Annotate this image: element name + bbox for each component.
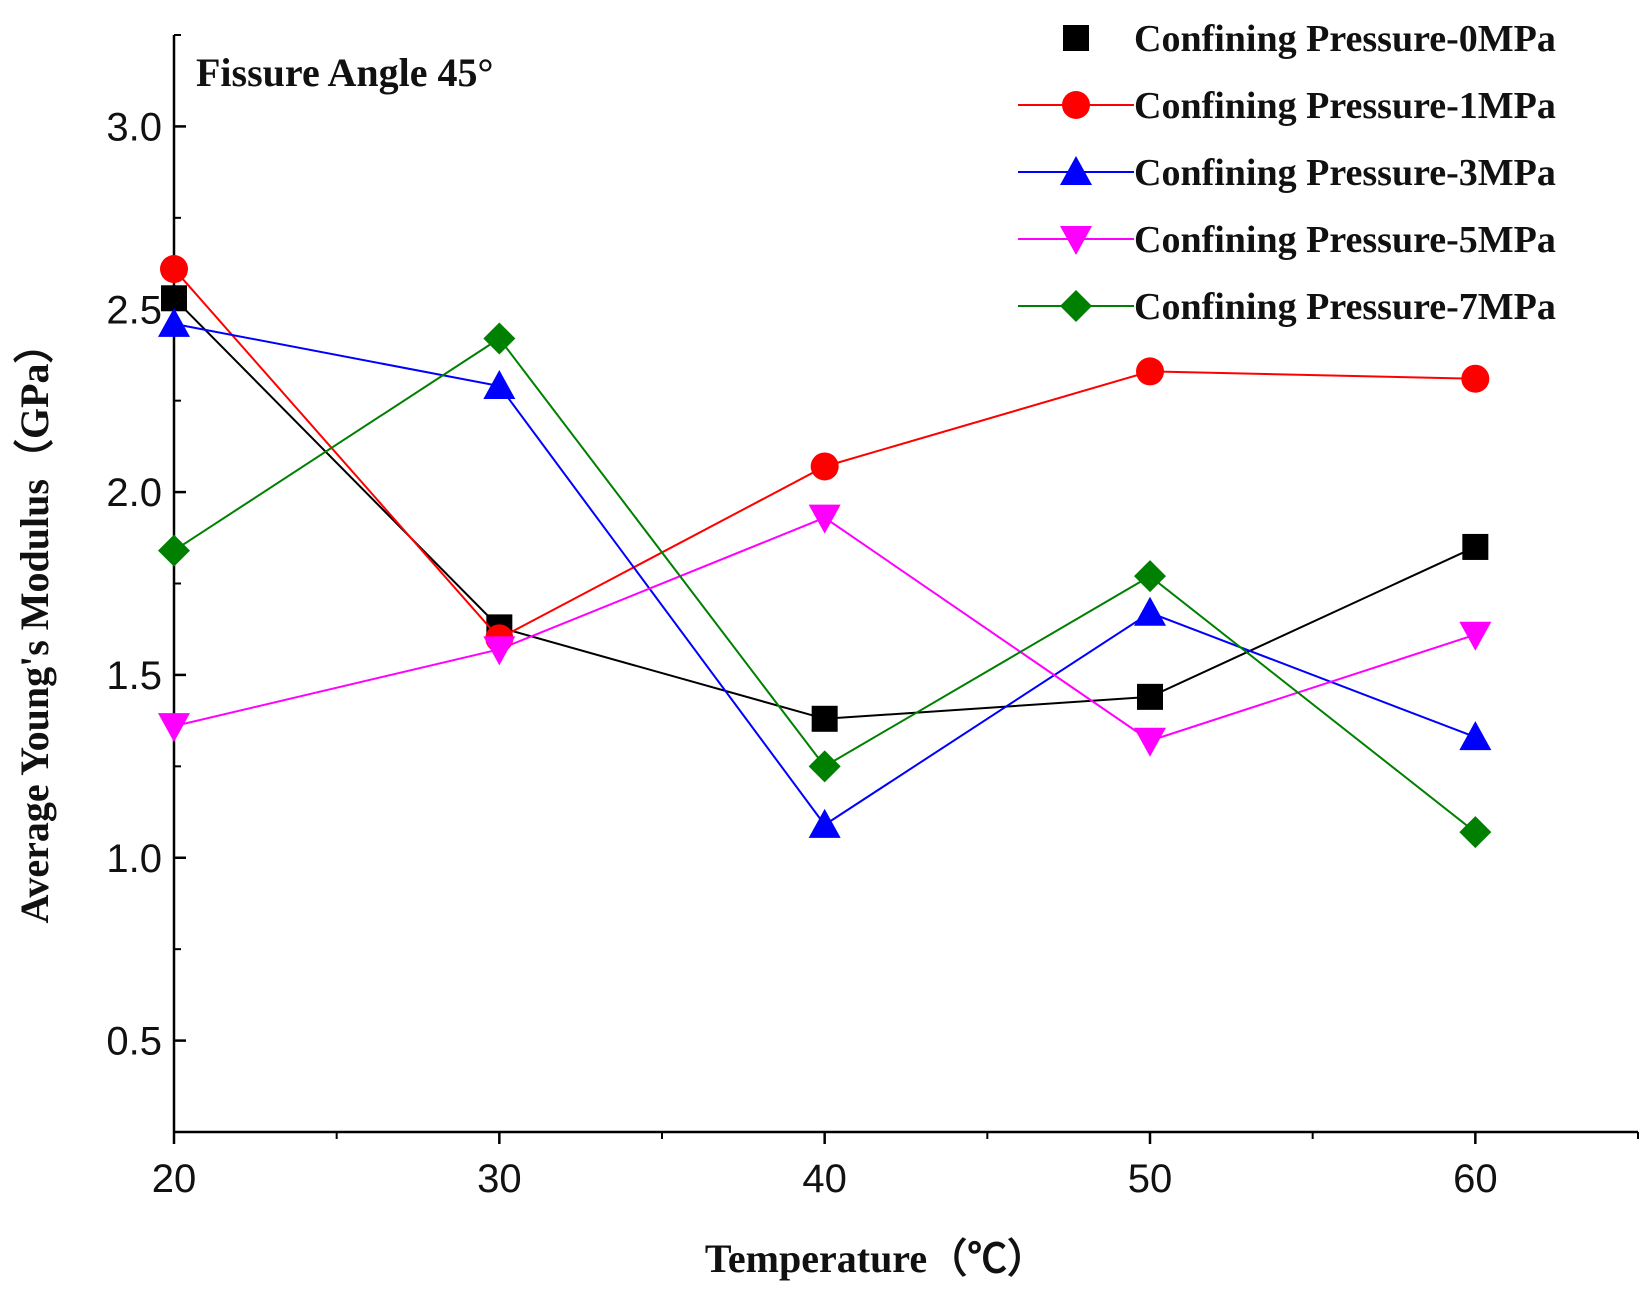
data-point: [1134, 596, 1166, 626]
data-point: [1461, 364, 1490, 393]
y-tick-label: 1.5: [106, 654, 162, 698]
legend-item: Confining Pressure-3MPa: [1018, 152, 1556, 194]
legend: Confining Pressure-0MPa Confining Pressur…: [1018, 18, 1556, 328]
data-point: [160, 255, 188, 284]
series-3: [158, 504, 1492, 757]
legend-label: Confining Pressure-0MPa: [1134, 18, 1556, 60]
data-point: [1459, 721, 1492, 751]
legend-item: Confining Pressure-7MPa: [1018, 286, 1556, 328]
data-point: [808, 808, 841, 838]
y-tick-label: 0.5: [106, 1020, 162, 1064]
data-point: [808, 750, 841, 783]
data-point: [483, 636, 516, 666]
x-tick-label: 50: [1128, 1157, 1173, 1201]
data-point: [808, 504, 841, 534]
data-point: [1137, 683, 1163, 710]
x-axis-title: Temperature（℃）: [705, 1236, 1047, 1281]
y-tick-label: 2.5: [106, 288, 162, 332]
legend-item: Confining Pressure-5MPa: [1018, 219, 1556, 261]
data-point: [483, 370, 516, 400]
y-tick-label: 1.0: [106, 837, 162, 881]
data-point: [1134, 727, 1166, 757]
data-point: [1459, 816, 1492, 849]
legend-marker: [1063, 25, 1089, 51]
chart-axes: 0.5 1.0 1.5 2.0 2.5 3.0 20 30 40 50 60: [106, 34, 1639, 1201]
fissure-angle-annotation: Fissure Angle 45°: [196, 50, 494, 95]
x-tick-label: 20: [152, 1157, 197, 1201]
data-point: [1136, 357, 1164, 386]
data-point: [811, 705, 838, 732]
legend-label: Confining Pressure-5MPa: [1134, 219, 1556, 261]
x-tick-label: 60: [1453, 1157, 1498, 1201]
y-tick-label: 2.0: [106, 471, 162, 515]
data-point: [1462, 533, 1489, 560]
data-point: [483, 322, 516, 355]
data-point: [161, 285, 187, 312]
legend-label: Confining Pressure-1MPa: [1134, 85, 1556, 127]
series-2: [158, 307, 1492, 838]
data-point: [158, 534, 190, 567]
legend-label: Confining Pressure-3MPa: [1134, 152, 1556, 194]
legend-marker: [1060, 226, 1092, 255]
legend-label: Confining Pressure-7MPa: [1134, 286, 1556, 328]
series-4: [158, 322, 1492, 849]
x-tick-label: 40: [802, 1157, 847, 1201]
y-axis-title: Average Young's Modulus（GPa）: [12, 323, 57, 923]
data-point: [1459, 621, 1492, 651]
chart-series: [158, 255, 1492, 849]
legend-item: Confining Pressure-1MPa: [1018, 85, 1556, 127]
legend-marker: [1062, 91, 1090, 119]
series-line: [173, 322, 1476, 827]
legend-marker: [1060, 156, 1092, 185]
data-point: [1134, 560, 1166, 593]
y-tick-label: 3.0: [106, 105, 162, 149]
legend-item: Confining Pressure-0MPa: [1063, 18, 1556, 60]
data-point: [158, 713, 190, 743]
data-point: [158, 307, 190, 337]
data-point: [810, 452, 839, 481]
legend-marker: [1060, 290, 1092, 322]
x-tick-label: 30: [477, 1157, 522, 1201]
